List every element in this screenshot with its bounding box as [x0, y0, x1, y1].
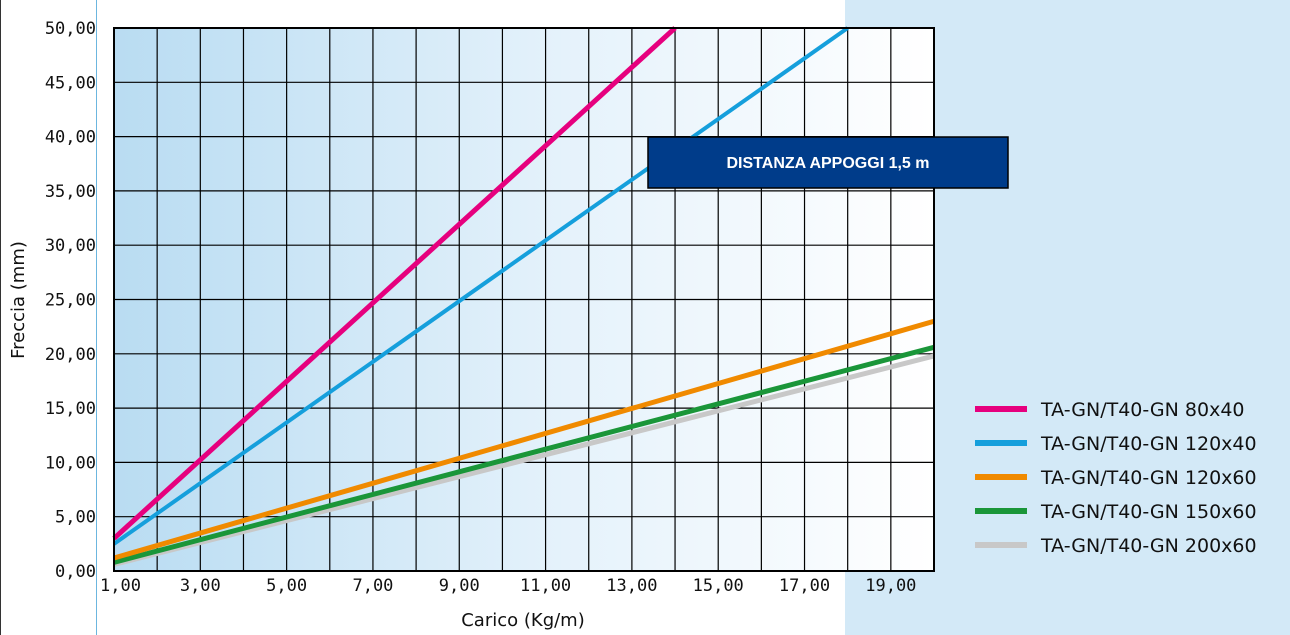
series-line	[113, 344, 935, 565]
series-line	[113, 318, 935, 561]
x-tick-label: 1,00	[100, 576, 141, 596]
x-axis-ticks: 1,00 3,00 5,00 7,00 9,00 11,00 13,00 15,00 17,00…	[100, 576, 916, 596]
x-tick-label: 5,00	[266, 576, 307, 596]
y-tick-label: 45,00	[45, 73, 96, 93]
x-tick-label: 17,00	[779, 576, 830, 596]
x-tick-label: 9,00	[439, 576, 480, 596]
series-line	[113, 353, 935, 567]
series-line	[112, 26, 849, 546]
x-tick-label: 11,00	[520, 576, 571, 596]
y-tick-label: 15,00	[45, 399, 96, 419]
y-axis-title: Freccia (mm)	[8, 241, 29, 359]
y-tick-label: 40,00	[45, 128, 96, 148]
y-tick-label: 35,00	[45, 182, 96, 202]
left-border	[0, 0, 1, 635]
annotation-text: DISTANZA APPOGGI 1,5 m	[727, 155, 930, 172]
axis-guide-line	[96, 0, 97, 635]
grid	[114, 28, 934, 571]
annotation-box: DISTANZA APPOGGI 1,5 m	[647, 136, 1009, 189]
y-tick-label: 20,00	[45, 345, 96, 365]
y-tick-label: 0,00	[55, 562, 96, 582]
x-tick-label: 19,00	[865, 576, 916, 596]
y-axis-ticks: 0,00 5,00 10,00 15,00 20,00 25,00 30,00 35,00 40…	[45, 19, 96, 582]
legend-label: TA-GN/T40-GN 120x40	[1040, 433, 1257, 455]
x-tick-label: 7,00	[352, 576, 393, 596]
x-tick-label: 15,00	[693, 576, 744, 596]
y-tick-label: 30,00	[45, 236, 96, 256]
legend-label: TA-GN/T40-GN 150x60	[1040, 501, 1257, 523]
legend-label: TA-GN/T40-GN 80x40	[1040, 399, 1245, 421]
legend-label: TA-GN/T40-GN 200x60	[1040, 535, 1257, 557]
series-line	[112, 26, 677, 541]
series-lines	[112, 26, 935, 567]
plot-frame	[113, 27, 935, 572]
legend-label: TA-GN/T40-GN 120x60	[1040, 467, 1257, 489]
y-tick-label: 10,00	[45, 453, 96, 473]
y-tick-label: 25,00	[45, 291, 96, 311]
y-tick-label: 5,00	[55, 508, 96, 528]
x-axis-title: Carico (Kg/m)	[461, 610, 585, 631]
legend: TA-GN/T40-GN 80x40 TA-GN/T40-GN 120x40 TA-…	[975, 399, 1257, 557]
x-tick-label: 13,00	[606, 576, 657, 596]
y-tick-label: 50,00	[45, 19, 96, 39]
x-tick-label: 3,00	[180, 576, 221, 596]
